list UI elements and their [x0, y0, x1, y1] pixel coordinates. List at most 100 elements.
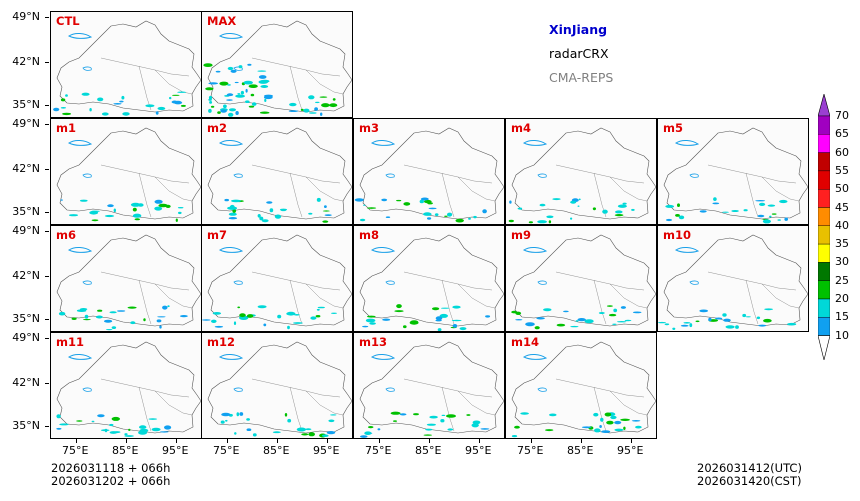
map-outline [56, 234, 201, 331]
footer-valid: 2026031412(UTC) 2026031420(CST) [697, 462, 802, 488]
lon-label: 85°E [263, 444, 290, 457]
panel-label: m11 [56, 335, 84, 349]
lat-tick [45, 276, 49, 277]
lon-label: 95°E [617, 444, 644, 457]
colorbar [818, 94, 830, 360]
lat-tick [45, 169, 49, 170]
panel-label: m7 [207, 228, 227, 242]
colorbar-segment [818, 207, 830, 226]
lon-label: 75°E [517, 444, 544, 457]
colorbar-segment [818, 225, 830, 245]
lat-label: 35°N [12, 205, 40, 218]
map-panel-m12: m12 [201, 332, 353, 439]
region-title: XinJiang [549, 22, 608, 37]
colorbar-segment [818, 262, 830, 281]
lat-tick [45, 17, 49, 18]
panel-label: m1 [56, 121, 76, 135]
model-title: CMA-REPS [549, 70, 614, 85]
map-outline [207, 127, 352, 223]
colorbar-level: 40 [835, 218, 849, 232]
lon-label: 95°E [465, 444, 492, 457]
init-utc: 2026031118 + 066h [51, 461, 171, 475]
map-panel-m4: m4 [505, 118, 657, 225]
map-outline [203, 20, 352, 117]
init-cst: 2026031202 + 066h [51, 474, 171, 488]
lat-label: 42°N [12, 162, 40, 175]
panel-label: m13 [359, 335, 387, 349]
lon-tick [176, 439, 177, 443]
lat-label: 35°N [12, 312, 40, 325]
map-panel-m5: m5 [657, 118, 809, 225]
valid-utc: 2026031412(UTC) [697, 461, 802, 475]
colorbar-segment [818, 188, 830, 208]
lon-tick [631, 439, 632, 443]
lat-tick [45, 212, 49, 213]
colorbar-segment [818, 115, 830, 135]
lat-tick [45, 338, 49, 339]
lon-tick [327, 439, 328, 443]
map-panel-m6: m6 [50, 225, 202, 332]
colorbar-segment [818, 134, 830, 153]
lat-tick [45, 62, 49, 63]
lat-label: 35°N [12, 419, 40, 432]
panel-label: CTL [56, 14, 80, 28]
lon-tick [126, 439, 127, 443]
lat-label: 42°N [12, 376, 40, 389]
product-title: radarCRX [549, 46, 609, 61]
colorbar-level: 55 [835, 163, 849, 177]
map-panel-m9: m9 [505, 225, 657, 332]
valid-cst: 2026031420(CST) [697, 474, 802, 488]
colorbar-segment [818, 317, 830, 336]
colorbar-segment [818, 152, 830, 172]
map-outline [354, 127, 504, 223]
map-outline [207, 341, 352, 438]
lat-tick [45, 124, 49, 125]
map-outline [359, 341, 504, 438]
lon-label: 85°E [567, 444, 594, 457]
lat-label: 49°N [12, 117, 40, 130]
panel-label: m2 [207, 121, 227, 135]
colorbar-level: 65 [835, 127, 849, 141]
map-outline [511, 341, 656, 438]
lat-label: 42°N [12, 55, 40, 68]
map-panel-m7: m7 [201, 225, 353, 332]
colorbar-segment [818, 170, 830, 190]
lat-label: 49°N [12, 224, 40, 237]
panel-label: m10 [663, 228, 691, 242]
lon-label: 85°E [415, 444, 442, 457]
lon-tick [581, 439, 582, 443]
colorbar-level: 50 [835, 182, 849, 196]
lon-label: 85°E [112, 444, 139, 457]
map-outline [56, 341, 201, 437]
map-panel-m14: m14 [505, 332, 657, 439]
colorbar-level: 45 [835, 200, 849, 214]
colorbar-segment [818, 280, 830, 300]
map-outline [53, 20, 201, 116]
panel-label: m12 [207, 335, 235, 349]
lat-tick [45, 426, 49, 427]
lon-tick [227, 439, 228, 443]
lat-tick [45, 383, 49, 384]
lon-label: 75°E [62, 444, 89, 457]
map-outline [511, 234, 656, 330]
map-panel-m11: m11 [50, 332, 202, 439]
map-panel-m3: m3 [353, 118, 505, 225]
lon-tick [379, 439, 380, 443]
map-outline [56, 127, 201, 222]
lat-tick [45, 231, 49, 232]
panel-label: m14 [511, 335, 539, 349]
map-panel-m10: m10 [657, 225, 809, 332]
panel-label: m9 [511, 228, 531, 242]
map-outline [663, 127, 808, 224]
lat-label: 42°N [12, 269, 40, 282]
lat-label: 49°N [12, 10, 40, 23]
map-panel-m2: m2 [201, 118, 353, 225]
lat-label: 35°N [12, 98, 40, 111]
colorbar-level: 30 [835, 255, 849, 269]
colorbar-level: 20 [835, 292, 849, 305]
lon-label: 95°E [162, 444, 189, 457]
colorbar-level: 25 [835, 273, 849, 287]
lon-tick [76, 439, 77, 443]
map-panel-m13: m13 [353, 332, 505, 439]
map-outline [359, 234, 504, 331]
